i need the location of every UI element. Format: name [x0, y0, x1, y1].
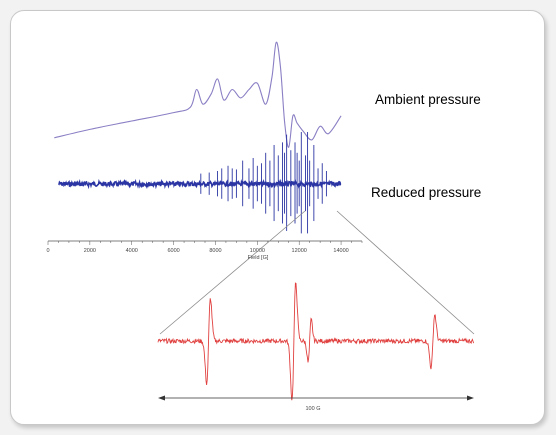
slide-card — [10, 10, 545, 425]
scale-bar — [158, 395, 474, 401]
field-axis: 02000400060008000100001200014000 — [46, 240, 363, 254]
x-tick-label: 4000 — [126, 248, 138, 254]
x-tick-label: 12000 — [292, 248, 307, 254]
zoom-connector-right — [336, 210, 475, 335]
ambient-pressure-label: Ambient pressure — [375, 92, 481, 107]
scale-bar-label: 100 G — [306, 406, 321, 412]
zoomed-spectrum-line — [157, 282, 475, 401]
x-axis-title: Field [G] — [248, 255, 269, 261]
x-tick-label: 2000 — [84, 248, 96, 254]
scale-arrow-right — [467, 395, 474, 401]
x-tick-label: 0 — [46, 248, 49, 254]
reduced-pressure-baseline — [58, 178, 342, 190]
ambient-spectrum-group — [54, 41, 342, 148]
reduced-spectrum-group — [58, 132, 342, 234]
x-tick-label: 14000 — [333, 248, 348, 254]
reduced-pressure-label: Reduced pressure — [371, 185, 481, 200]
x-tick-label: 8000 — [209, 248, 221, 254]
zoom-connector-left — [159, 210, 306, 335]
scale-arrow-left — [158, 395, 165, 401]
zoom-connectors — [159, 210, 475, 335]
zoom-spectrum-group — [157, 282, 475, 401]
x-tick-label: 6000 — [167, 248, 179, 254]
ambient-pressure-line — [54, 41, 342, 148]
